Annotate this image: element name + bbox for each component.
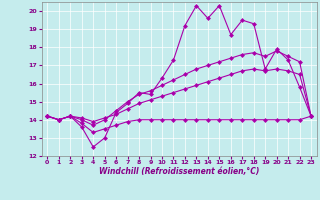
- X-axis label: Windchill (Refroidissement éolien,°C): Windchill (Refroidissement éolien,°C): [99, 167, 260, 176]
